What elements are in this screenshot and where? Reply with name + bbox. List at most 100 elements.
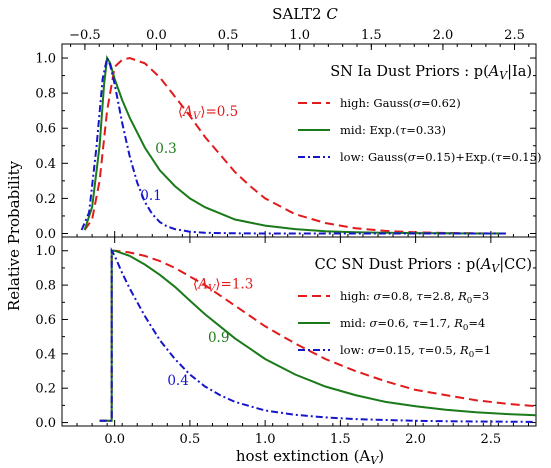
series-line-2 <box>83 54 506 235</box>
y-tick-label: 0.8 <box>35 87 56 102</box>
symbol-greek: σ <box>373 289 382 303</box>
x-axis-label-suffix: ) <box>378 447 384 465</box>
x-tick-label: 2.5 <box>481 432 502 447</box>
text-run: =0.5, <box>425 343 460 357</box>
symbol-sub: 0 <box>463 323 468 333</box>
top-axis-tick-label: 1.0 <box>289 28 310 43</box>
series-line-3 <box>80 54 506 235</box>
text-run: 0.9 <box>208 330 229 346</box>
plot-frame <box>61 236 537 427</box>
y-tick-label: 0.2 <box>35 192 56 207</box>
legend-entry-1: high: σ=0.8, τ=2.8, R0​=3 <box>340 289 489 306</box>
legend-entry-2: mid: Exp.(τ=0.33) <box>340 123 446 137</box>
y-tick-label: 0.8 <box>35 279 56 294</box>
x-tick-label: 0.0 <box>104 432 125 447</box>
bottom-annotations: ⟨AV​⟩=1.3 0.9 0.4 <box>167 277 253 389</box>
symbol-a: A <box>196 277 208 293</box>
x-axis-label-prefix: host extinction (A <box>236 447 371 465</box>
symbol-r: R <box>459 343 469 357</box>
symbol-greek: τ <box>495 150 502 164</box>
series-line-3 <box>99 246 537 423</box>
y-tick-label: 0.4 <box>35 157 56 172</box>
y-tick-label: 1.0 <box>35 52 56 67</box>
legend-entry-1: high: Gauss(σ=0.62) <box>340 96 461 110</box>
text-run: =1.7, <box>419 316 454 330</box>
text-run: high: Gauss( <box>340 96 413 110</box>
bottom-legend: CC SN Dust Priors : p(AV​|CC)high: σ=0.8… <box>298 257 532 360</box>
symbol-sub: V <box>208 284 217 295</box>
top-axis-tick-label: 2.5 <box>504 28 525 43</box>
text-run: =3 <box>472 289 489 303</box>
symbol-a: A <box>479 257 491 273</box>
symbol-a: A <box>181 104 193 120</box>
symbol-sub: 0 <box>469 350 474 360</box>
top-axis-tick-label: 1.5 <box>361 28 382 43</box>
symbol-sub: 0 <box>467 296 472 306</box>
symbol-sub: V <box>491 262 500 275</box>
annotation-2: 0.3 <box>155 141 176 157</box>
text-run: =0.33) <box>406 123 446 137</box>
bottom-series-lines <box>99 246 537 423</box>
annotation-3: 0.4 <box>167 373 188 389</box>
annotation-2: 0.9 <box>208 330 229 346</box>
text-run: ⟨ <box>193 277 198 293</box>
symbol-a: A <box>487 64 499 80</box>
text-run: CC SN Dust Priors : p( <box>315 257 481 273</box>
bottom-axes: 0.0 0.2 0.4 0.6 0.8 1.0 0.0 0.5 1.0 1.5 2.0 2.5 <box>35 236 537 447</box>
text-run: =0.6, <box>377 316 412 330</box>
symbol-greek: τ <box>417 289 424 303</box>
series-line-1 <box>99 249 537 422</box>
symbol-sub: V <box>193 111 202 122</box>
text-run: =2.8, <box>423 289 458 303</box>
text-run: =0.8, <box>381 289 416 303</box>
y-tick-label: 0.6 <box>35 313 56 328</box>
text-run: =4 <box>468 316 485 330</box>
text-run: =1 <box>474 343 491 357</box>
text-run: low: <box>340 343 368 357</box>
top-axis-title: SALT2 C <box>272 5 338 23</box>
text-run: high: <box>340 289 373 303</box>
symbol-greek: σ <box>368 343 377 357</box>
text-run: =0.62) <box>421 96 461 110</box>
symbol-greek: τ <box>400 123 407 137</box>
text-run: mid: <box>340 316 369 330</box>
top-series-lines <box>80 54 506 235</box>
top-legend: SN Ia Dust Priors : p(AV​|Ia) high: Gauss… <box>298 64 541 164</box>
symbol-greek: σ <box>413 96 422 110</box>
y-tick-label: 0.0 <box>35 416 56 431</box>
symbol-r: R <box>453 316 463 330</box>
text-run: |CC) <box>499 257 532 273</box>
y-tick-label: 0.4 <box>35 347 56 362</box>
y-tick-label: 0.6 <box>35 122 56 137</box>
text-run: mid: Exp.( <box>340 123 400 137</box>
text-run: low: Gauss( <box>340 150 408 164</box>
panel-top: SALT2 C 0.0 0.2 0.4 0.6 0.8 1.0 −0.5 0.0 0.5 1.0 1… <box>35 5 541 242</box>
top-axis-tick-label: 0.0 <box>146 28 167 43</box>
symbol-sub: V <box>499 69 508 82</box>
x-tick-label: 1.5 <box>330 432 351 447</box>
y-tick-label: 1.0 <box>35 244 56 259</box>
text-run: 0.1 <box>140 188 161 204</box>
symbol-r: R <box>457 289 467 303</box>
symbol-greek: σ <box>408 150 417 164</box>
panel-bottom: 0.00.20.40.60.81.00.0 0.5 1.0 1.5 2.0 2.5 ⟨AV… <box>35 236 537 467</box>
y-axis-label: Relative Probability <box>5 160 23 311</box>
x-axis-label: host extinction (AV) <box>236 447 384 467</box>
legend-entry-3: low: σ=0.15, τ=0.5, R0​=1 <box>340 343 491 360</box>
top-axis-title-prefix: SALT2 <box>272 5 326 23</box>
text-run: =0.15, <box>376 343 419 357</box>
text-run: ⟩=1.3 <box>215 277 253 293</box>
series-line-1 <box>83 56 506 235</box>
top-annotations: ⟨AV​⟩=0.5 0.3 0.1 <box>140 104 238 204</box>
symbol-greek: τ <box>418 343 425 357</box>
x-tick-label: 1.0 <box>255 432 276 447</box>
y-tick-label: 0.0 <box>35 227 56 242</box>
legend-title: CC SN Dust Priors : p(AV​|CC) <box>315 257 532 275</box>
annotation-3: 0.1 <box>140 188 161 204</box>
text-run: ⟩=0.5 <box>200 104 238 120</box>
text-run: =0.15) <box>502 150 542 164</box>
legend-title: SN Ia Dust Priors : p(AV​|Ia) <box>330 64 532 82</box>
text-run: SN Ia Dust Priors : p( <box>330 64 489 80</box>
x-tick-label: 0.5 <box>180 432 201 447</box>
